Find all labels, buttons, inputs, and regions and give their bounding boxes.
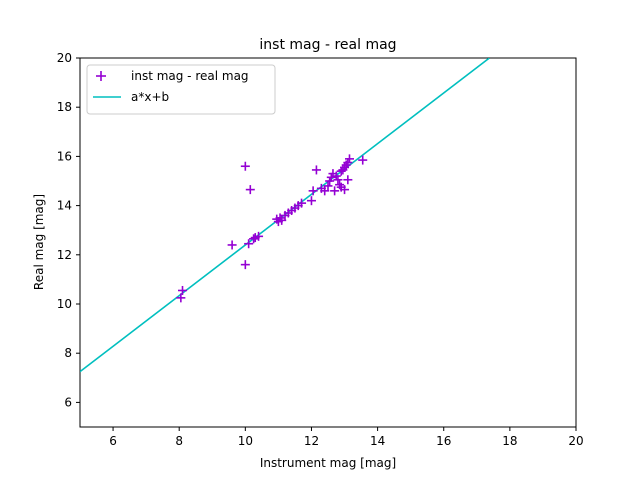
y-tick-label: 10 <box>57 297 72 311</box>
y-tick-label: 6 <box>64 395 72 409</box>
data-point <box>344 154 354 164</box>
y-axis-label: Real mag [mag] <box>32 194 46 290</box>
chart-title: inst mag - real mag <box>259 37 396 53</box>
x-tick-label: 6 <box>109 434 117 448</box>
data-point <box>297 198 307 208</box>
y-tick-label: 16 <box>57 149 72 163</box>
y-tick-label: 18 <box>57 100 72 114</box>
x-axis-label: Instrument mag [mag] <box>260 456 396 470</box>
x-tick-label: 14 <box>370 434 385 448</box>
y-tick-label: 12 <box>57 248 72 262</box>
x-tick-label: 20 <box>568 434 583 448</box>
data-point <box>240 161 250 171</box>
y-tick-label: 20 <box>57 51 72 65</box>
x-tick-label: 10 <box>238 434 253 448</box>
x-tick-label: 18 <box>502 434 517 448</box>
y-tick-label: 14 <box>57 199 72 213</box>
legend: inst mag - real mag a*x+b <box>86 64 276 115</box>
data-point <box>343 175 353 185</box>
x-axis: 6 8 10 12 14 16 18 20 <box>109 427 584 448</box>
data-point <box>178 285 188 295</box>
series-layer <box>80 58 490 373</box>
data-point <box>245 185 255 195</box>
data-point <box>249 234 259 244</box>
data-point <box>330 186 340 196</box>
data-point <box>240 260 250 270</box>
x-tick-label: 8 <box>175 434 183 448</box>
data-point <box>244 239 254 249</box>
legend-box <box>86 64 276 115</box>
x-tick-label: 12 <box>304 434 319 448</box>
x-tick-label: 16 <box>436 434 451 448</box>
data-point <box>254 231 264 241</box>
legend-marker-plus <box>96 71 106 81</box>
data-point <box>308 186 318 196</box>
data-point <box>277 215 287 225</box>
data-point <box>227 240 237 250</box>
data-point <box>306 196 316 206</box>
data-point <box>340 185 350 195</box>
data-point <box>333 175 343 185</box>
y-tick-label: 8 <box>64 346 72 360</box>
axes-frame <box>79 57 577 428</box>
data-point <box>311 165 321 175</box>
y-axis: 6 8 10 12 14 16 18 20 <box>57 51 80 409</box>
data-point <box>320 186 330 196</box>
legend-label-scatter: inst mag - real mag <box>131 69 249 83</box>
data-point <box>358 155 368 165</box>
data-point <box>176 293 186 303</box>
legend-label-line: a*x+b <box>131 90 169 104</box>
data-point <box>323 181 333 191</box>
